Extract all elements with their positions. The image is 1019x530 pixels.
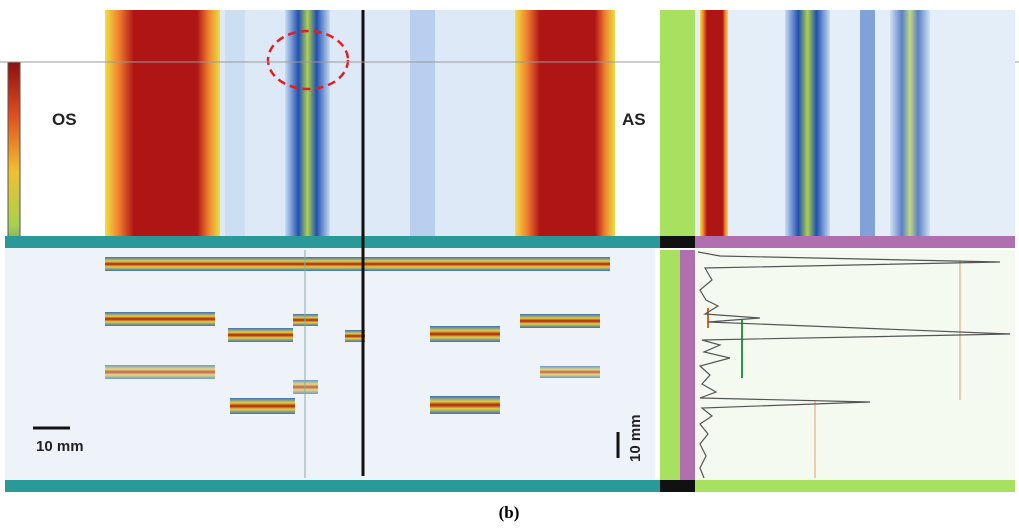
corner <box>660 480 695 492</box>
side-label: AS <box>622 110 646 129</box>
ruler <box>660 480 1015 492</box>
b-scan <box>5 248 655 480</box>
ruler <box>660 250 680 480</box>
ruler <box>5 480 660 492</box>
a-scan <box>695 250 1015 480</box>
c-scan <box>105 10 615 236</box>
page: OS AS 10 mm 10 mm <box>0 0 1019 530</box>
side-scan <box>695 10 1015 236</box>
caption: (b) <box>499 503 520 522</box>
ruler <box>660 236 1015 248</box>
scale-label: 10 mm <box>36 438 84 455</box>
side-label: OS <box>52 110 77 129</box>
ruler <box>680 250 695 480</box>
ruler <box>5 236 660 248</box>
figure: OS AS 10 mm 10 mm <box>0 0 1019 530</box>
corner <box>660 236 695 248</box>
scale-label: 10 mm <box>627 414 644 462</box>
ruler <box>660 10 695 236</box>
